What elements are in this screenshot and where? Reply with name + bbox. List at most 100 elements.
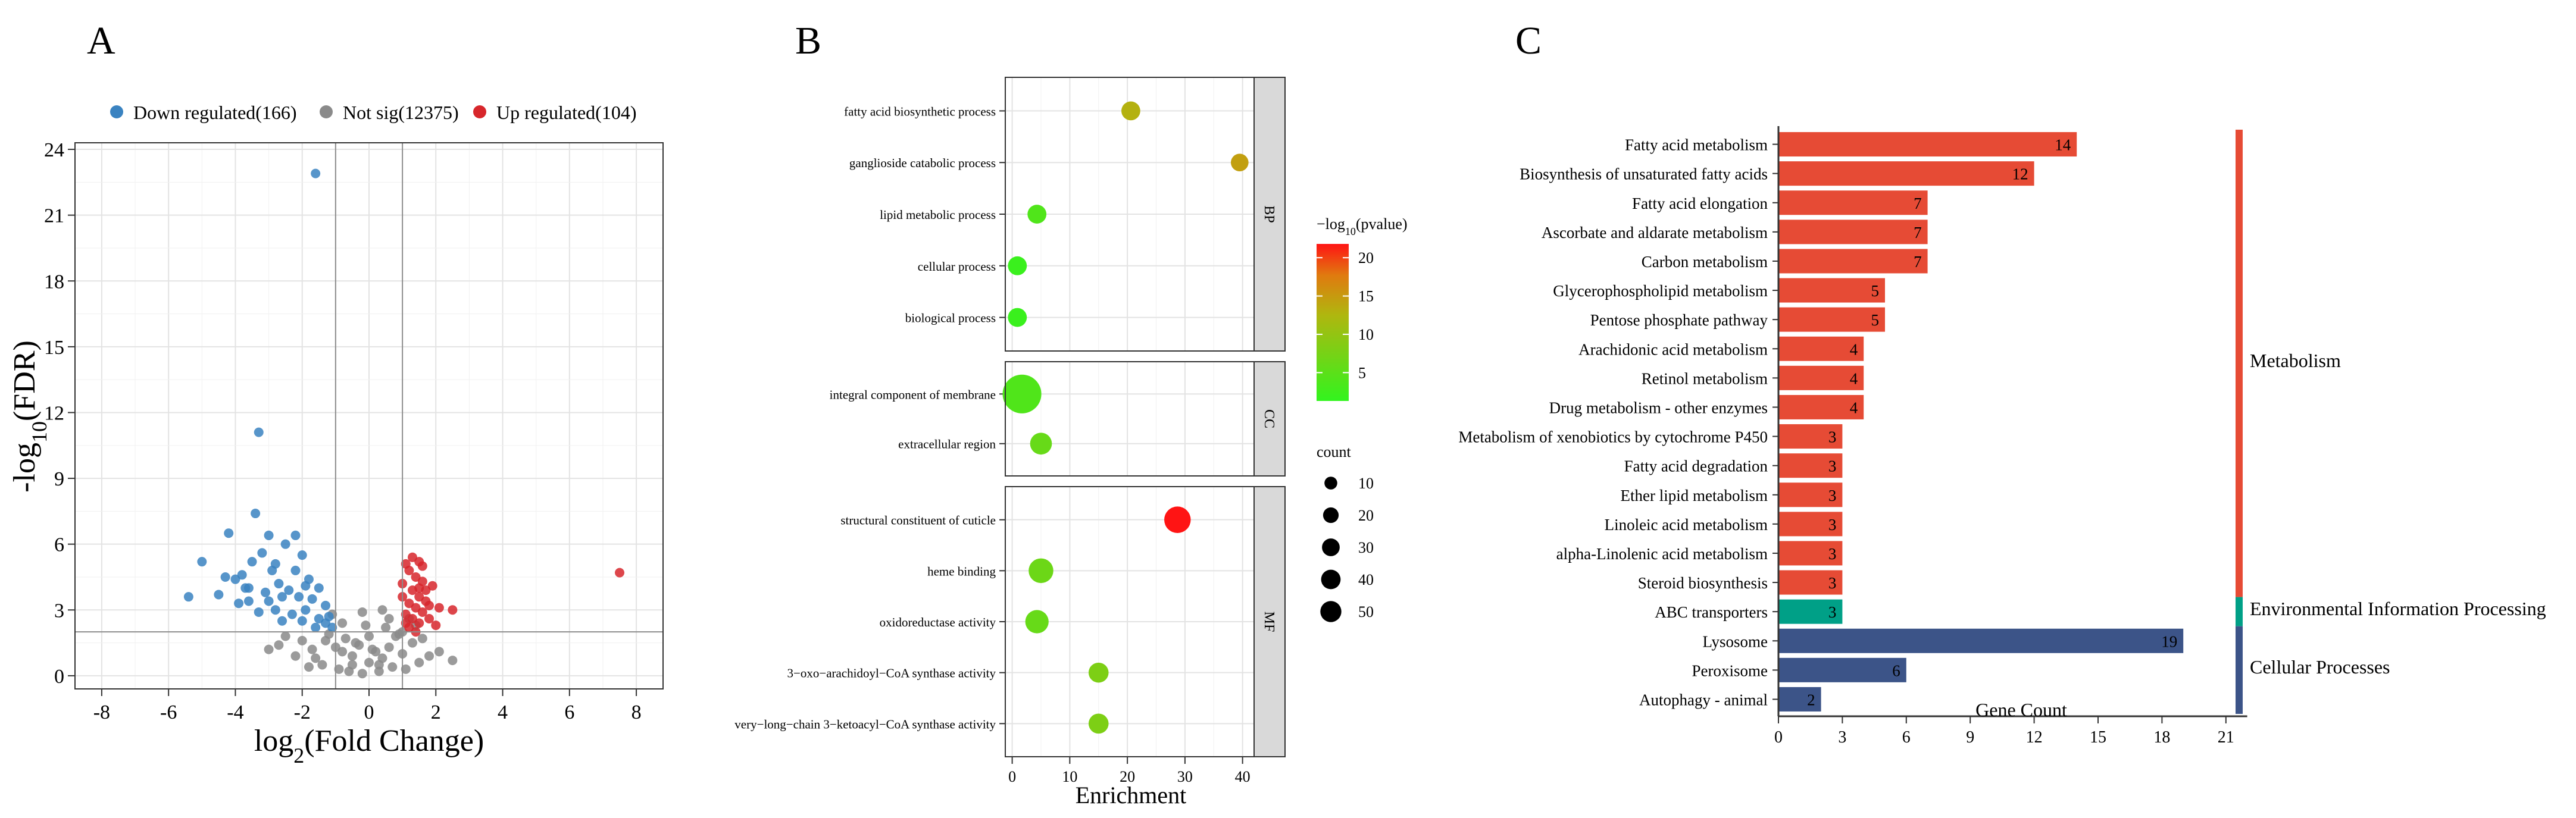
kegg-bar [1778, 365, 1864, 390]
category-label: Metabolism [2250, 350, 2341, 371]
kegg-bar-value: 6 [1892, 662, 1900, 679]
volcano-y-axis-title: -log10(FDR) [8, 340, 51, 493]
data-point [337, 618, 348, 628]
facet-cc: integral component of membrane extracellu… [830, 361, 1286, 477]
kegg-bar [1778, 394, 1864, 419]
go-term-dot [1088, 713, 1109, 734]
category-strip [2236, 130, 2243, 597]
volcano-x-axis-title: log2(Fold Change) [254, 724, 484, 767]
count-legend-title: count [1317, 443, 1352, 460]
go-term-label: extracellular region [898, 437, 996, 452]
data-point [384, 614, 394, 624]
data-point [267, 565, 277, 575]
kegg-pathway-label: Ether lipid metabolism [1621, 487, 1768, 504]
kegg-bar-value: 3 [1828, 545, 1837, 563]
go-x-axis-title: Enrichment [1076, 782, 1187, 808]
colorbar-tick-label: 20 [1358, 249, 1374, 267]
data-point [374, 660, 384, 670]
x-tick-label: 2 [431, 701, 441, 723]
data-point [237, 570, 247, 580]
data-point [364, 657, 374, 667]
x-tick-label: 12 [2026, 728, 2043, 747]
kegg-bar [1778, 570, 1843, 595]
y-tick-label: 21 [44, 205, 64, 227]
data-point [280, 631, 290, 641]
pvalue-legend-title: −log10(pvalue) [1317, 215, 1408, 237]
category-strip [2236, 597, 2243, 626]
data-point [287, 609, 297, 619]
x-tick-label: 9 [1966, 728, 1974, 747]
data-point [290, 651, 301, 661]
kegg-bar-value: 7 [1914, 224, 1922, 242]
legend-marker [320, 105, 333, 118]
data-point [304, 662, 314, 672]
data-point [290, 565, 301, 575]
colorbar-tick-label: 15 [1358, 288, 1374, 305]
data-point [311, 168, 321, 178]
kegg-bar-value: 12 [2012, 165, 2028, 183]
data-point [327, 622, 337, 632]
x-tick-label: 0 [1774, 728, 1783, 747]
go-term-dot [1025, 610, 1049, 634]
data-point [337, 647, 348, 657]
data-point [407, 638, 417, 648]
data-point [297, 616, 307, 626]
count-size-legend: 10 20 30 40 50 [1320, 475, 1374, 622]
data-point [401, 618, 411, 628]
pvalue-colorbar [1317, 244, 1349, 401]
go-term-dot [1002, 374, 1042, 413]
data-point [234, 598, 244, 609]
kegg-bar-value: 5 [1871, 282, 1880, 300]
data-point [417, 634, 427, 644]
kegg-pathway-label: alpha-Linolenic acid metabolism [1556, 545, 1768, 563]
go-term-label: 3−oxo−arachidoyl−CoA synthase activity [787, 666, 996, 681]
data-point [247, 557, 257, 567]
data-point [387, 662, 398, 672]
data-point [220, 572, 230, 582]
data-point [417, 561, 427, 571]
kegg-pathway-label: Drug metabolism - other enzymes [1549, 399, 1768, 416]
data-point [357, 669, 367, 679]
y-tick-label: 3 [54, 600, 64, 622]
x-tick-label: -8 [93, 701, 110, 723]
data-point [257, 548, 267, 558]
x-tick-label: 4 [498, 701, 508, 723]
go-term-label: heme binding [927, 564, 996, 578]
data-point [404, 565, 414, 575]
go-term-label: integral component of membrane [830, 387, 996, 402]
data-point [214, 590, 224, 600]
kegg-bar [1778, 512, 1843, 537]
kegg-pathway-label: Steroid biosynthesis [1638, 574, 1768, 592]
x-tick-label: 15 [2090, 728, 2106, 747]
kegg-bar-value: 14 [2055, 136, 2071, 154]
kegg-bar [1778, 657, 1906, 682]
data-point [347, 660, 357, 670]
kegg-bar-value: 3 [1828, 428, 1837, 446]
kegg-pathway-label: Biosynthesis of unsaturated fatty acids [1520, 165, 1768, 183]
data-point [317, 660, 327, 670]
kegg-pathway-label: Carbon metabolism [1642, 253, 1768, 271]
size-legend-label: 50 [1358, 603, 1374, 620]
data-point [340, 634, 351, 644]
kegg-pathway-label: Autophagy - animal [1639, 691, 1768, 709]
kegg-bar [1778, 220, 1928, 245]
legend-label: Down regulated(166) [133, 102, 297, 123]
facet-bp: fatty acid biosynthetic process gangliosi… [844, 77, 1286, 352]
data-point [367, 644, 377, 654]
facet-strip-label: BP [1261, 205, 1277, 222]
size-legend-dot [1320, 601, 1342, 622]
go-term-dot [1027, 205, 1047, 224]
data-point [284, 585, 294, 596]
kegg-pathway-label: Fatty acid metabolism [1625, 136, 1768, 154]
kegg-pathway-label: Fatty acid elongation [1632, 195, 1768, 212]
x-tick-label: 6 [564, 701, 574, 723]
go-term-dot [1008, 308, 1027, 327]
data-point [251, 509, 261, 519]
data-point [307, 594, 317, 604]
kegg-bar [1778, 541, 1843, 566]
facet-strip [1253, 361, 1286, 477]
y-tick-label: 0 [54, 666, 64, 688]
go-facets: fatty acid biosynthetic process gangliosi… [734, 77, 1286, 757]
facet-strip-label: CC [1261, 409, 1277, 428]
